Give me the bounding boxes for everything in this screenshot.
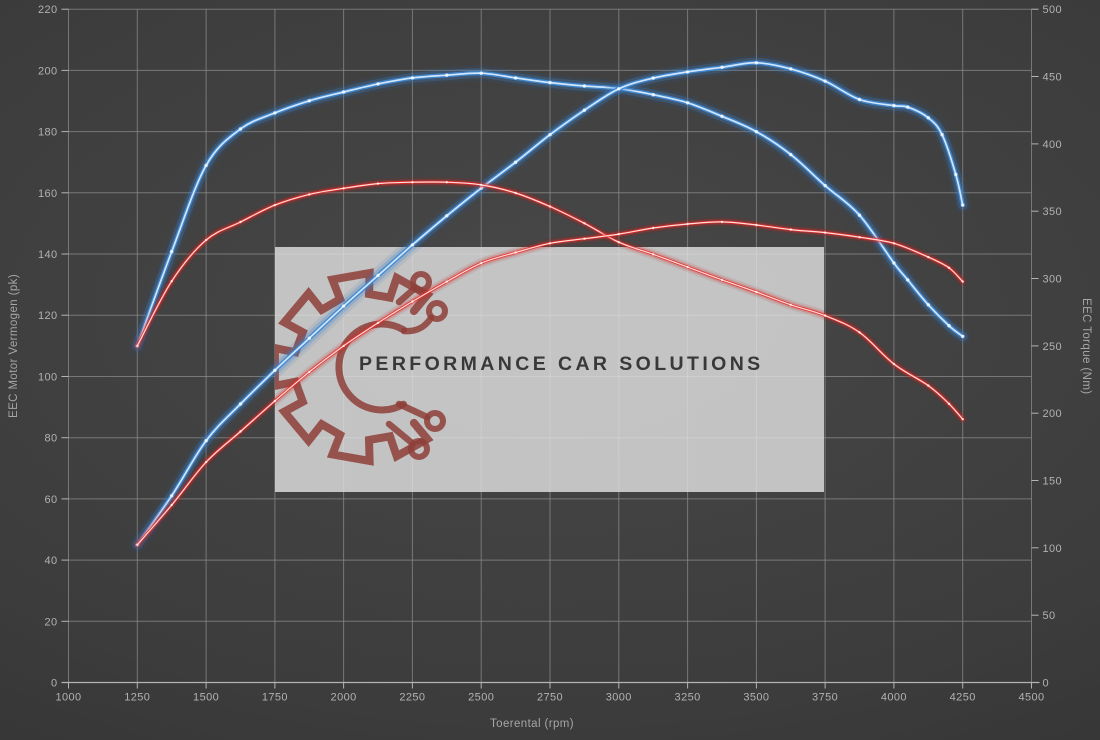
x-tick-label: 3500 (743, 692, 769, 704)
x-tick-label: 1000 (55, 692, 81, 704)
circuit-pad-ring (410, 271, 432, 293)
x-tick-label: 4500 (1018, 692, 1044, 704)
y-right-tick-label: 300 (1043, 274, 1063, 286)
circuit-trace (395, 400, 431, 421)
y-left-tick-label: 180 (38, 127, 58, 139)
y-left-tick-label: 160 (38, 188, 58, 200)
x-tick-label: 1500 (193, 692, 219, 704)
x-tick-label: 4250 (950, 692, 976, 704)
x-tick-label: 3250 (675, 692, 701, 704)
y-right-tick-label: 200 (1043, 408, 1063, 420)
y-right-tick-label: 0 (1043, 678, 1050, 690)
y-left-tick-label: 0 (51, 678, 58, 690)
y-left-tick-label: 80 (44, 433, 57, 445)
x-tick-label: 1250 (124, 692, 150, 704)
y-left-tick-label: 40 (44, 555, 57, 567)
x-tick-label: 4000 (881, 692, 907, 704)
y-right-tick-label: 100 (1043, 543, 1063, 555)
circuit-trace (400, 314, 435, 335)
y-left-tick-label: 140 (38, 249, 58, 261)
x-tick-label: 2000 (331, 692, 357, 704)
y-left-tick-label: 20 (44, 616, 57, 628)
x-tick-label: 1750 (262, 692, 288, 704)
circuit-pad-ring (426, 300, 448, 322)
y-left-axis-title: EEC Motor Vermogen (pk) (8, 273, 20, 419)
x-tick-label: 3750 (812, 692, 838, 704)
y-right-tick-label: 150 (1043, 476, 1063, 488)
y-right-tick-label: 50 (1043, 610, 1056, 622)
y-right-tick-label: 450 (1043, 72, 1063, 84)
y-right-axis-title: EEC Torque (Nm) (1080, 297, 1092, 395)
y-left-tick-label: 60 (44, 494, 57, 506)
y-left-tick-label: 100 (38, 372, 58, 384)
y-right-tick-label: 400 (1043, 139, 1063, 151)
x-tick-label: 3000 (606, 692, 632, 704)
watermark: PERFORMANCE CAR SOLUTIONS (275, 247, 824, 492)
x-tick-label: 2250 (399, 692, 425, 704)
y-left-tick-label: 220 (38, 4, 58, 16)
y-right-tick-label: 500 (1043, 4, 1063, 16)
watermark-text: PERFORMANCE CAR SOLUTIONS (359, 353, 764, 375)
y-left-tick-label: 200 (38, 65, 58, 77)
circuit-pad-ring (408, 438, 430, 460)
y-left-tick-label: 120 (38, 310, 58, 322)
x-tick-label: 2500 (468, 692, 494, 704)
circuit-trace (395, 285, 418, 306)
y-right-tick-label: 250 (1043, 341, 1063, 353)
x-tick-label: 2750 (537, 692, 563, 704)
circuit-pad-ring (424, 410, 446, 432)
x-axis-title: Toerental (rpm) (490, 718, 574, 730)
y-right-tick-label: 350 (1043, 206, 1063, 218)
